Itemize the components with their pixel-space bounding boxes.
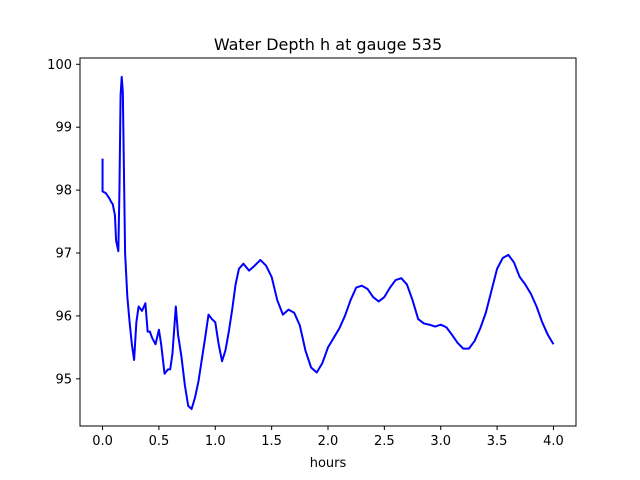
x-tick-label: 0.0 [92,434,113,449]
x-tick-label: 2.5 [374,434,395,449]
y-axis: 95 96 97 98 99 100 [47,58,80,387]
x-tick-label: 1.0 [205,434,226,449]
x-tick-label: 1.5 [261,434,282,449]
x-tick-label: 0.5 [149,434,170,449]
y-tick-label: 98 [55,184,72,199]
plot-background [80,58,576,426]
x-axis: 0.0 0.5 1.0 1.5 2.0 2.5 3.0 3.5 4.0 [92,426,564,449]
chart-title: Water Depth h at gauge 535 [214,35,442,54]
y-tick-label: 100 [47,58,72,73]
x-tick-label: 3.5 [487,434,508,449]
y-tick-label: 97 [55,247,72,262]
series-line-0 [101,75,555,411]
y-tick-label: 96 [55,309,72,324]
x-tick-label: 2.0 [318,434,339,449]
y-tick-label: 99 [55,121,72,136]
x-tick-label: 4.0 [543,434,564,449]
x-tick-label: 3.0 [430,434,451,449]
series-layer [101,75,555,411]
y-tick-label: 95 [55,372,72,387]
x-axis-label: hours [310,456,347,471]
